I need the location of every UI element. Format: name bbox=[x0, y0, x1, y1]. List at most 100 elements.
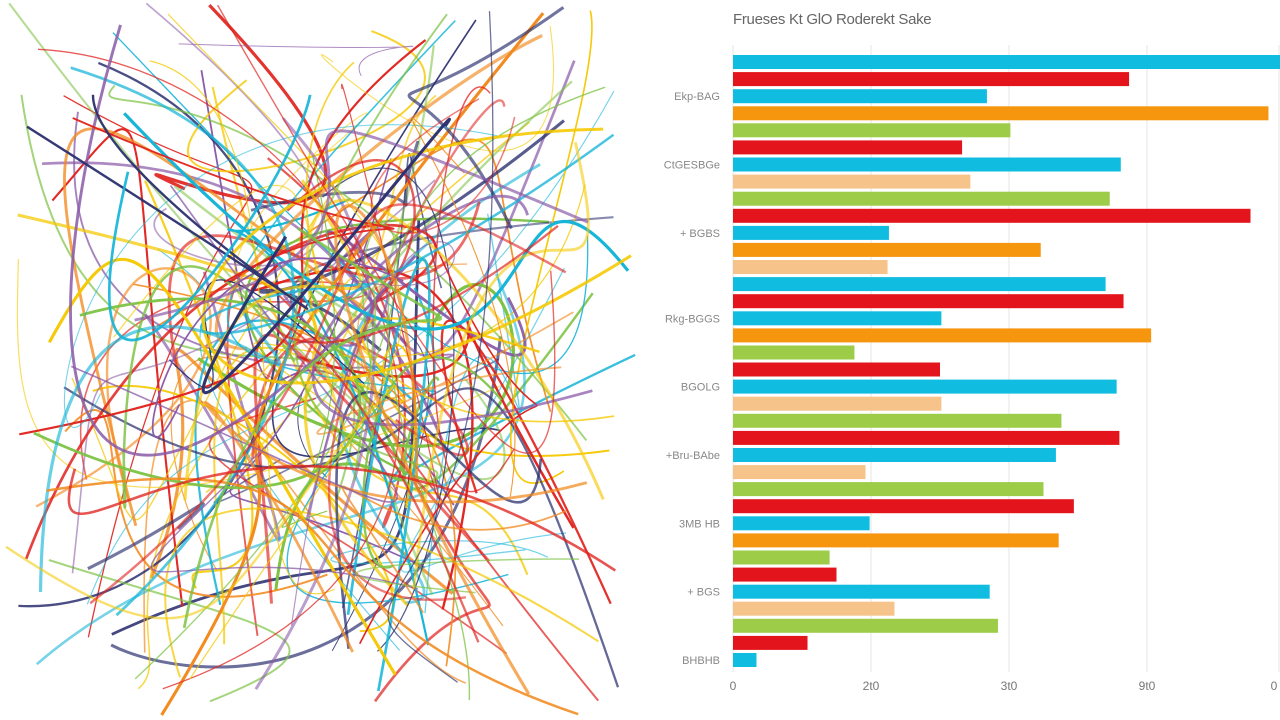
bar-red bbox=[733, 208, 1251, 223]
art-line bbox=[510, 10, 593, 484]
category-label: 3MB HB bbox=[679, 518, 720, 530]
art-line bbox=[407, 6, 565, 230]
art-line bbox=[37, 48, 400, 690]
art-line bbox=[330, 540, 549, 565]
category-label: Rkg-BGGS bbox=[665, 313, 720, 325]
art-line bbox=[150, 437, 419, 590]
art-line bbox=[226, 20, 456, 393]
bar-cyan bbox=[733, 448, 1056, 462]
art-line bbox=[71, 166, 350, 521]
category-label: + BGS bbox=[687, 587, 720, 599]
art-line bbox=[47, 257, 397, 676]
art-line bbox=[208, 397, 508, 655]
art-line bbox=[178, 43, 414, 77]
art-line bbox=[51, 128, 184, 607]
x-tick-label: 3t0 bbox=[1001, 679, 1018, 693]
art-line bbox=[67, 464, 617, 572]
bar-cyan bbox=[733, 277, 1106, 292]
bar-peach bbox=[733, 601, 895, 616]
art-line bbox=[73, 111, 454, 369]
x-tick-label: 0 bbox=[1271, 679, 1278, 693]
art-line bbox=[89, 203, 567, 605]
art-line bbox=[5, 384, 396, 620]
bar-peach bbox=[733, 396, 942, 411]
category-label: BHBHB bbox=[682, 655, 720, 667]
art-line bbox=[387, 11, 494, 683]
bar-orange bbox=[733, 328, 1152, 343]
art-line bbox=[143, 399, 467, 684]
art-line bbox=[411, 118, 516, 497]
art-line bbox=[355, 558, 580, 594]
art-line bbox=[33, 297, 362, 490]
bar-red bbox=[733, 635, 808, 650]
art-line bbox=[108, 94, 312, 342]
art-line bbox=[412, 141, 590, 590]
art-line bbox=[387, 86, 606, 701]
category-label: CtGESBGe bbox=[664, 160, 720, 172]
art-line bbox=[370, 98, 516, 234]
category-label: + BGBS bbox=[680, 228, 720, 240]
bar-red bbox=[733, 567, 837, 582]
bar-red bbox=[733, 499, 1074, 514]
art-line bbox=[63, 127, 368, 527]
bar-peach bbox=[733, 174, 971, 189]
bar-green bbox=[733, 413, 1062, 428]
tangled-lines-artwork bbox=[5, 2, 636, 716]
bar-red bbox=[733, 430, 1120, 445]
bar-peach bbox=[733, 260, 888, 274]
art-line bbox=[70, 66, 296, 617]
bar-cyan bbox=[733, 584, 990, 599]
art-line bbox=[86, 90, 615, 605]
art-line bbox=[187, 30, 426, 173]
bar-cyan bbox=[733, 516, 870, 531]
bar-red bbox=[733, 140, 963, 155]
art-line bbox=[151, 257, 404, 438]
art-line bbox=[258, 119, 565, 352]
bar-cyan bbox=[733, 157, 1121, 172]
art-line bbox=[24, 223, 438, 560]
art-line bbox=[160, 12, 545, 716]
chart-title: Frueses Kt GlO Roderekt Sake bbox=[733, 11, 932, 28]
bar-cyan bbox=[733, 55, 1280, 69]
art-line bbox=[334, 204, 531, 695]
bar-cyan bbox=[733, 653, 757, 667]
art-line bbox=[26, 94, 309, 310]
bar-green bbox=[733, 482, 1044, 497]
art-line bbox=[108, 84, 588, 441]
x-tick-label: 0 bbox=[730, 679, 737, 693]
art-line bbox=[63, 124, 498, 429]
bar-green bbox=[733, 123, 1011, 138]
bar-peach bbox=[733, 465, 866, 480]
bar-green bbox=[733, 550, 830, 565]
art-line bbox=[134, 129, 589, 322]
art-line bbox=[38, 309, 281, 593]
bar-cyan bbox=[733, 225, 889, 240]
bar-red bbox=[733, 362, 940, 377]
art-line bbox=[254, 117, 376, 691]
bar-cyan bbox=[733, 311, 942, 326]
bar-green bbox=[733, 191, 1110, 206]
art-line bbox=[35, 267, 212, 508]
bar-orange bbox=[733, 106, 1269, 121]
art-line bbox=[362, 356, 503, 569]
bar-orange bbox=[733, 533, 1059, 548]
bar-green bbox=[733, 345, 855, 360]
art-line bbox=[8, 2, 506, 481]
category-label: BGOLG bbox=[681, 382, 720, 394]
category-label: +Bru-BAbe bbox=[666, 450, 720, 462]
bar-red bbox=[733, 72, 1130, 87]
art-line bbox=[123, 112, 630, 331]
art-line bbox=[342, 287, 377, 482]
x-tick-label: 9t0 bbox=[1139, 679, 1156, 693]
art-line bbox=[291, 241, 455, 626]
art-line bbox=[197, 283, 515, 448]
art-line bbox=[328, 99, 506, 601]
x-tick-label: 2t0 bbox=[863, 679, 880, 693]
art-line bbox=[17, 213, 410, 607]
bar-cyan bbox=[733, 89, 987, 104]
category-label: Ekp-BAG bbox=[674, 91, 720, 103]
bar-red bbox=[733, 294, 1124, 309]
art-line bbox=[204, 401, 588, 653]
